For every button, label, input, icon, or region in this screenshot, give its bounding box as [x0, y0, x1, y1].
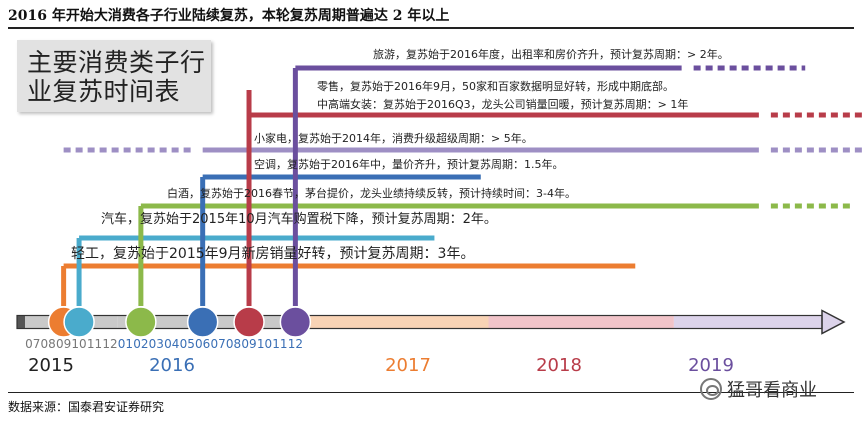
series-label-旅游: 旅游，复苏始于2016年度，出租率和房价齐升，预计复苏周期：> 2年。	[373, 47, 729, 61]
month-tick-2016-03: 03	[149, 337, 164, 351]
month-tick-2016-09: 09	[241, 337, 256, 351]
month-tick-2016-01: 01	[118, 337, 133, 351]
axis-arrow	[821, 309, 846, 335]
series-label-小家电: 小家电，复苏始于2014年，消费升级超级周期：> 5年。	[254, 131, 533, 145]
footer-divider	[8, 392, 854, 393]
month-tick-2015-11: 11	[87, 337, 102, 351]
page-title: 2016 年开始大消费各子行业陆续复苏，本轮复苏周期普遍达 2 年以上	[8, 8, 450, 24]
year-label-2018: 2018	[536, 355, 582, 376]
wechat-icon	[700, 378, 722, 400]
month-tick-2016-07: 07	[210, 337, 225, 351]
chart-title: 主要消费类子行业复苏时间表	[27, 48, 206, 106]
series-marker-旅游	[279, 306, 312, 338]
series-label-零售: 零售，复苏始于2016年9月，50家和百家数据明显好转，形成中期底部。	[317, 79, 674, 93]
month-tick-2016-10: 10	[257, 337, 272, 351]
series-marker-汽车	[63, 306, 95, 338]
series-label-中高端女装: 中高端女装：复苏始于2016Q3，龙头公司销量回暖，预计复苏周期：> 1年	[317, 97, 688, 111]
series-label-轻工: 轻工，复苏始于2015年9月新房销量好转，预计复苏周期：3年。	[71, 245, 474, 262]
month-tick-2016-02: 02	[133, 337, 148, 351]
series-marker-白酒	[125, 306, 157, 338]
series-marker-零售	[233, 306, 265, 338]
year-label-2016: 2016	[149, 355, 195, 376]
watermark: 猛哥看商业	[700, 376, 817, 402]
month-tick-2015-10: 10	[71, 337, 86, 351]
year-label-2017: 2017	[385, 355, 431, 376]
month-tick-2015-12: 12	[102, 337, 117, 351]
axis-band-2017	[303, 315, 489, 329]
month-tick-2015-08: 08	[41, 337, 56, 351]
source-note: 数据来源：国泰君安证券研究	[8, 400, 165, 414]
month-tick-2016-05: 05	[180, 337, 195, 351]
series-label-汽车: 汽车，复苏始于2015年10月汽车购置税下降，预计复苏周期：2年。	[101, 211, 497, 227]
watermark-text: 猛哥看商业	[727, 380, 817, 401]
year-label-2015: 2015	[28, 355, 74, 376]
year-label-2019: 2019	[688, 355, 734, 376]
axis-cap	[17, 315, 25, 329]
title-divider	[8, 27, 854, 29]
axis-band-2019	[673, 315, 822, 329]
series-marker-空调	[186, 306, 219, 338]
axis-band-2018	[488, 315, 674, 329]
month-tick-2016-12: 12	[288, 337, 303, 351]
series-label-空调: 空调，复苏始于2016年中，量价齐升，预计复苏周期：1.5年。	[254, 157, 564, 171]
month-tick-2016-04: 04	[164, 337, 179, 351]
series-label-白酒: 白酒，复苏始于2016春节，茅台提价，龙头业绩持续反转，预计持续时间：3-4年。	[167, 186, 576, 200]
month-tick-2015-07: 07	[25, 337, 40, 351]
month-tick-2015-09: 09	[56, 337, 71, 351]
chart-title-box: 主要消费类子行业复苏时间表	[17, 40, 211, 112]
month-tick-2016-08: 08	[226, 337, 241, 351]
month-tick-2016-11: 11	[272, 337, 287, 351]
axis-outline	[16, 314, 823, 330]
month-tick-2016-06: 06	[195, 337, 210, 351]
